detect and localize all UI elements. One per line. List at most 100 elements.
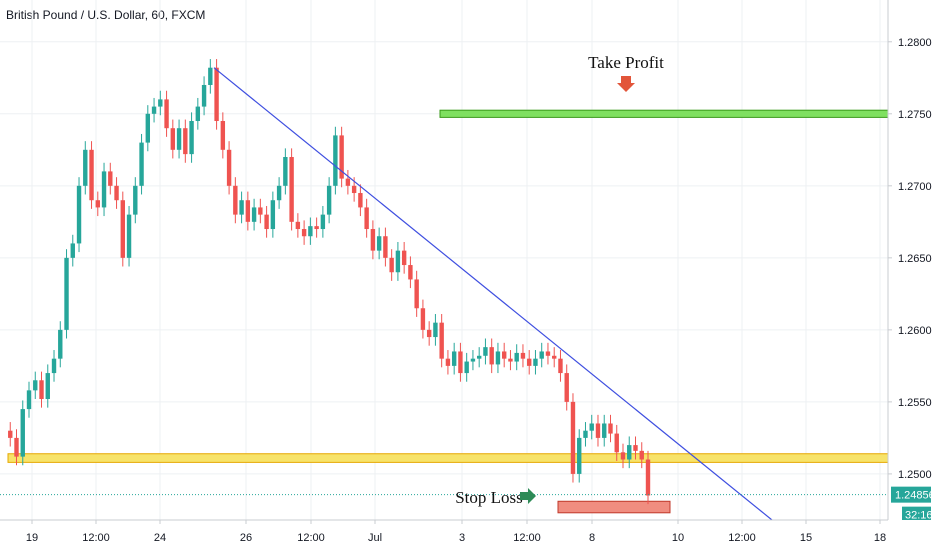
candle [295,221,301,230]
x-tick-label: 26 [240,532,252,544]
candles [8,59,651,505]
candle [270,200,276,230]
candle [545,351,551,356]
time-axis: 19 12:00 24 26 12:00 Jul 3 12:00 8 10 12:00 15 18 [0,519,932,550]
candle [14,437,19,457]
candle [595,423,601,438]
candle [126,214,132,258]
x-tick-label: 12:00 [728,532,756,544]
candle [245,200,251,222]
x-tick-label: 8 [589,532,595,544]
candle [645,459,651,496]
candle [333,135,338,186]
candle [226,149,232,186]
candle [508,358,513,362]
x-tick-label: 18 [874,532,886,544]
candle [408,265,413,280]
x-tick-label: 10 [672,532,684,544]
candle [483,347,488,356]
candle [476,355,482,359]
candle [320,214,326,230]
candle [108,171,113,186]
candle [464,361,469,374]
candle [101,171,107,208]
price-axis-bg [888,0,932,550]
candle [608,423,613,434]
candle [64,257,69,330]
candle [301,229,307,237]
candle [233,185,238,215]
x-tick-label: 15 [800,532,812,544]
candle [389,257,394,273]
candle [151,106,157,114]
candle [383,236,388,258]
candle [514,352,519,362]
y-tick-label: 1.25000 [898,469,932,481]
candle [176,128,182,150]
candle [345,178,351,186]
candle [33,380,38,391]
candle [220,120,226,150]
y-tick-label: 1.25500 [898,397,932,409]
candle [533,358,538,366]
candle [283,157,288,186]
stop-loss-arrow-icon [520,488,536,504]
y-tick-label: 1.28000 [898,37,932,49]
candle [214,67,219,121]
candle [539,351,544,359]
candle [139,142,144,186]
candle [8,430,13,438]
candle [158,99,163,107]
time-axis-bg [0,520,932,550]
candle [314,226,319,230]
x-tick-label: 19 [26,532,38,544]
y-tick-label: 1.26500 [898,253,932,265]
price-badge-label: 1.24856 [895,490,932,502]
candle [208,67,213,85]
candle [370,229,376,251]
candle [602,423,607,438]
candle [114,185,119,201]
candle [376,236,382,251]
candle [308,226,313,237]
candle [439,322,444,359]
candle [620,452,626,460]
countdown-badge [902,506,931,523]
candle [401,250,407,266]
candle [289,157,294,222]
candle [264,214,269,230]
candle [45,373,50,400]
candle [76,185,82,244]
candle [83,149,88,186]
candle [458,351,463,374]
candle [558,358,563,374]
candle [614,433,619,453]
grid [0,0,888,520]
candle [552,355,557,359]
y-tick-label: 1.27000 [898,181,932,193]
candle [639,450,644,460]
x-tick-label: 12:00 [82,532,110,544]
candle [577,437,582,474]
candle [276,185,282,201]
candle [489,347,494,365]
candle [51,358,57,374]
candle [470,358,476,362]
take-profit-label: Take Profit [588,53,664,72]
candle [627,445,632,460]
candle [145,113,151,143]
stop-loss-label: Stop Loss [455,488,523,507]
candle [426,329,432,338]
candle [183,128,188,155]
candle [26,390,32,410]
candle [58,329,63,359]
candle [633,445,638,451]
candle [433,322,438,338]
candle [351,185,357,194]
chart-title: British Pound / U.S. Dollar, 60, FXCM [6,8,206,22]
x-tick-label: Jul [368,532,382,544]
candle [70,243,75,258]
candle [170,128,176,150]
